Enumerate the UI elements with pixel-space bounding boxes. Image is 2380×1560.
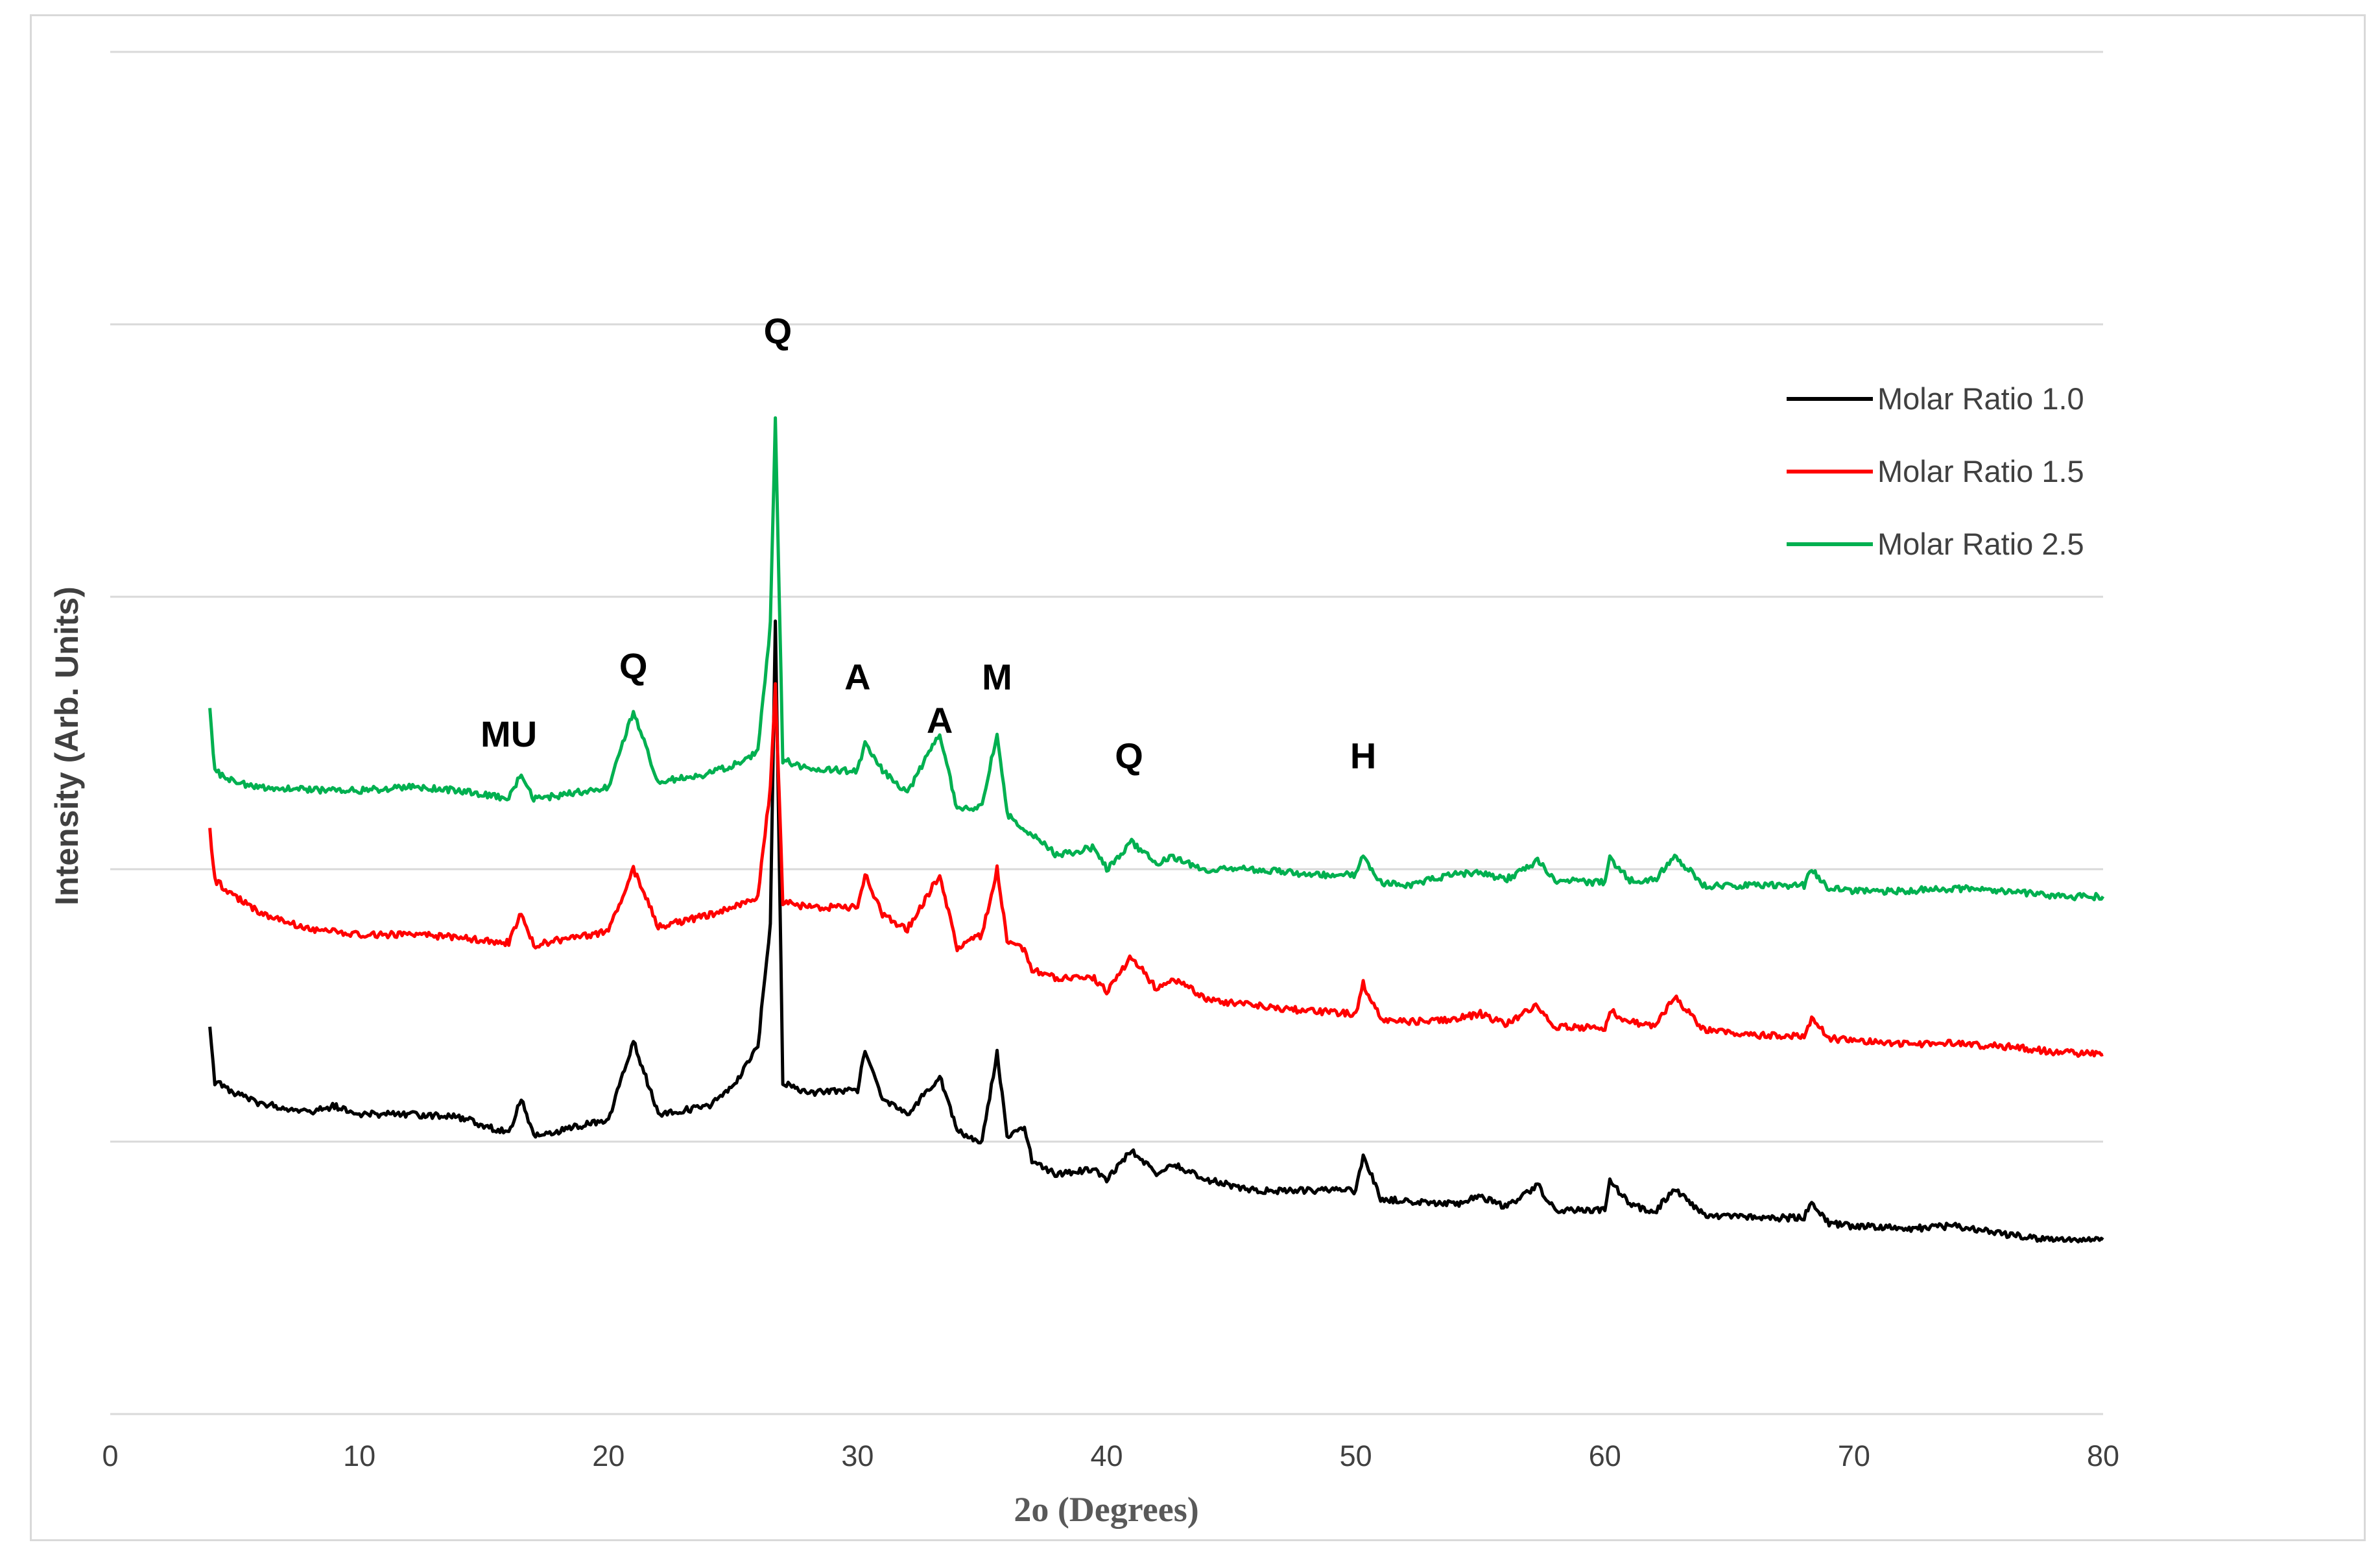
peak-label: Q (1115, 736, 1143, 776)
legend-label: Molar Ratio 1.5 (1877, 454, 2084, 488)
peak-label: MU (481, 714, 537, 754)
x-tick-label: 0 (102, 1439, 118, 1472)
legend-label: Molar Ratio 1.0 (1877, 381, 2084, 416)
x-axis-label: 2o (Degrees) (1014, 1490, 1198, 1529)
peak-label: A (927, 700, 953, 741)
x-tick-label: 60 (1589, 1439, 1621, 1472)
x-tick-label: 50 (1340, 1439, 1372, 1472)
x-tick-label: 80 (2087, 1439, 2119, 1472)
series-line (208, 682, 2104, 1058)
gridlines (110, 51, 2103, 1415)
x-tick-label: 30 (841, 1439, 874, 1472)
series-line (208, 619, 2104, 1243)
peak-label: A (844, 656, 870, 697)
legend: Molar Ratio 1.0 Molar Ratio 1.5 Molar Rati… (1787, 381, 2084, 561)
chart-frame (30, 14, 2366, 1541)
peak-label: Q (619, 645, 648, 686)
x-tick-label: 40 (1090, 1439, 1123, 1472)
x-tick-label: 70 (1838, 1439, 1870, 1472)
peak-label: H (1350, 736, 1376, 776)
series-lines (208, 416, 2105, 1243)
series-line (208, 416, 2105, 902)
peak-label: Q (764, 310, 792, 351)
y-axis-label: Intensity (Arb. Units) (49, 586, 85, 906)
legend-label: Molar Ratio 2.5 (1877, 527, 2084, 561)
x-tick-label: 20 (592, 1439, 625, 1472)
peak-label: M (982, 656, 1012, 697)
x-tick-label: 10 (343, 1439, 375, 1472)
x-tick-labels: 0 10 20 30 40 50 60 70 80 (102, 1439, 2119, 1472)
